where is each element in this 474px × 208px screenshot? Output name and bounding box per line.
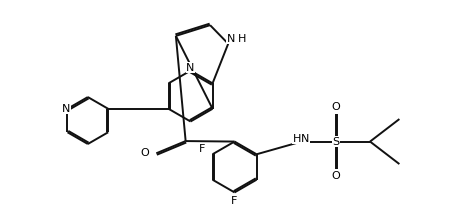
Text: F: F — [231, 196, 238, 206]
Text: O: O — [331, 171, 340, 181]
Text: F: F — [199, 144, 205, 154]
Text: N: N — [227, 34, 235, 44]
Text: N: N — [301, 134, 310, 144]
Text: H: H — [292, 134, 301, 144]
Text: O: O — [141, 148, 149, 158]
Text: N: N — [62, 104, 71, 114]
Text: S: S — [332, 137, 339, 147]
Text: H: H — [237, 34, 246, 44]
Text: O: O — [331, 102, 340, 112]
Text: N: N — [186, 63, 195, 73]
